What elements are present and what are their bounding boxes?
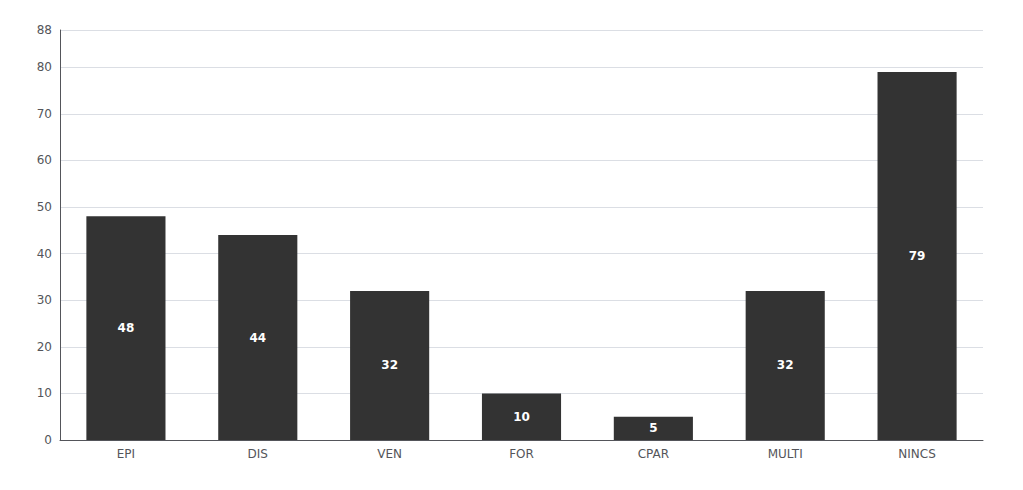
svg-text:80: 80	[37, 60, 52, 74]
svg-text:20: 20	[37, 340, 52, 354]
svg-text:70: 70	[37, 107, 52, 121]
svg-text:NINCS: NINCS	[898, 447, 936, 461]
svg-text:60: 60	[37, 153, 52, 167]
svg-text:CPAR: CPAR	[638, 447, 669, 461]
svg-text:DIS: DIS	[248, 447, 268, 461]
svg-text:40: 40	[37, 247, 52, 261]
svg-text:0: 0	[44, 433, 52, 447]
svg-text:5: 5	[649, 421, 657, 435]
svg-text:50: 50	[37, 200, 52, 214]
svg-text:10: 10	[513, 410, 530, 424]
svg-text:79: 79	[909, 249, 926, 263]
svg-text:EPI: EPI	[117, 447, 135, 461]
svg-text:32: 32	[381, 358, 398, 372]
svg-text:FOR: FOR	[509, 447, 534, 461]
svg-text:30: 30	[37, 293, 52, 307]
svg-text:88: 88	[37, 23, 52, 37]
svg-text:44: 44	[249, 331, 266, 345]
svg-text:VEN: VEN	[377, 447, 402, 461]
svg-text:10: 10	[37, 386, 52, 400]
svg-text:32: 32	[777, 358, 794, 372]
svg-text:MULTI: MULTI	[768, 447, 803, 461]
svg-text:48: 48	[118, 321, 135, 335]
